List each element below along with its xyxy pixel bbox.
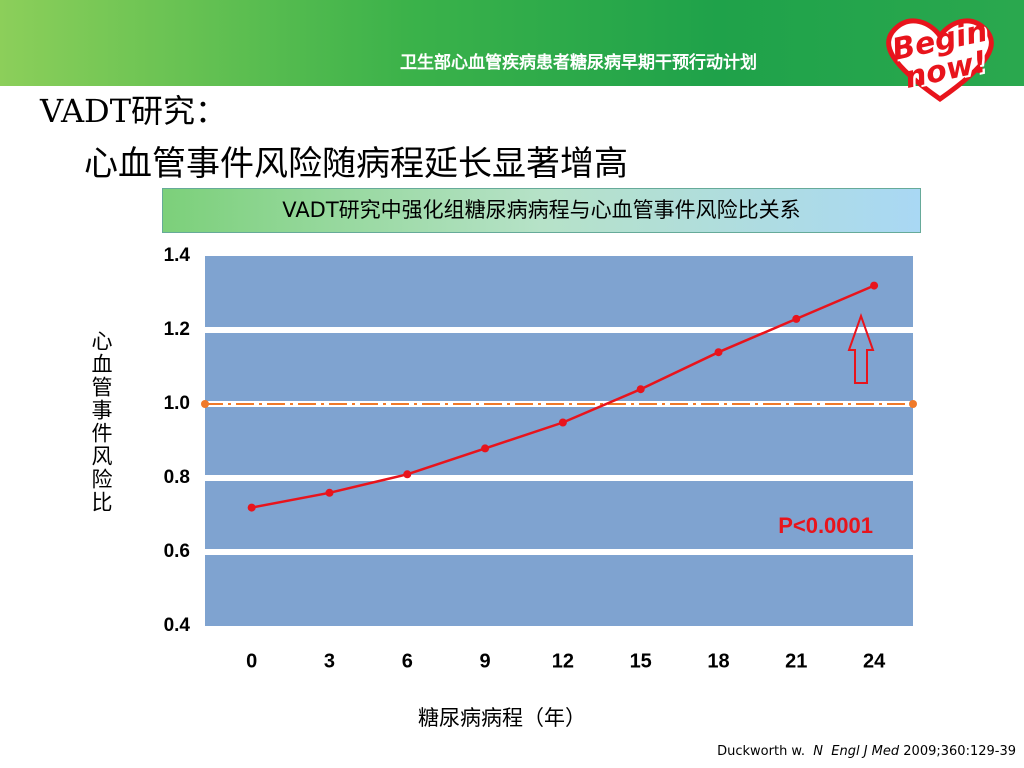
x-tick-label: 0 <box>246 650 257 672</box>
citation-author: Duckworth w. <box>717 744 814 759</box>
y-tick-label: 0.8 <box>164 467 190 488</box>
logo-heart <box>886 18 994 103</box>
y-axis-label: 心血管事件风险比 <box>89 330 113 514</box>
y-tick-label: 1.0 <box>164 393 190 414</box>
data-point <box>792 314 801 323</box>
reference-end <box>201 400 209 408</box>
banner <box>0 0 1024 86</box>
slide-subtitle: 心血管事件风险随病程延长显著增高 <box>84 144 628 184</box>
reference-end <box>909 400 917 408</box>
x-tick-label: 12 <box>552 650 574 672</box>
x-tick-label: 6 <box>402 650 413 672</box>
data-point <box>558 418 567 427</box>
x-tick-label: 9 <box>480 650 491 672</box>
x-tick-label: 15 <box>630 650 652 672</box>
y-tick-label: 0.4 <box>164 615 191 636</box>
x-tick-label: 21 <box>785 650 807 672</box>
citation: Duckworth w. N Engl J Med 2009;360:129-3… <box>717 744 1016 759</box>
chart: 0.4 0.6 0.8 1.0 1.2 1.4 0 3 6 9 12 15 18 21 24 P<0.0001 <box>164 245 917 672</box>
data-point <box>636 385 645 394</box>
slide-title: VADT研究： <box>40 92 228 130</box>
citation-journal: N Engl J Med <box>813 744 900 759</box>
x-tick-label: 24 <box>863 650 886 672</box>
y-tick-label: 1.2 <box>164 319 190 340</box>
arrow-icon <box>847 312 875 384</box>
data-point <box>247 503 256 512</box>
x-axis-label: 糖尿病病程（年） <box>418 706 586 730</box>
data-point <box>403 470 412 479</box>
annotation: P<0.0001 <box>778 513 873 538</box>
plot-area <box>205 256 913 626</box>
x-tick-label: 3 <box>324 650 335 672</box>
data-point <box>714 348 723 357</box>
data-point <box>870 281 879 290</box>
data-point <box>325 488 334 497</box>
y-tick-label: 0.6 <box>164 541 190 562</box>
x-tick-label: 18 <box>707 650 729 672</box>
y-tick-label: 1.4 <box>164 245 191 266</box>
citation-ref: 2009;360:129-39 <box>899 744 1016 759</box>
data-point <box>481 444 490 453</box>
banner-text: 卫生部心血管疾病患者糖尿病早期干预行动计划 <box>400 53 757 73</box>
chart-title: VADT研究中强化组糖尿病病程与心血管事件风险比关系 <box>162 188 921 233</box>
